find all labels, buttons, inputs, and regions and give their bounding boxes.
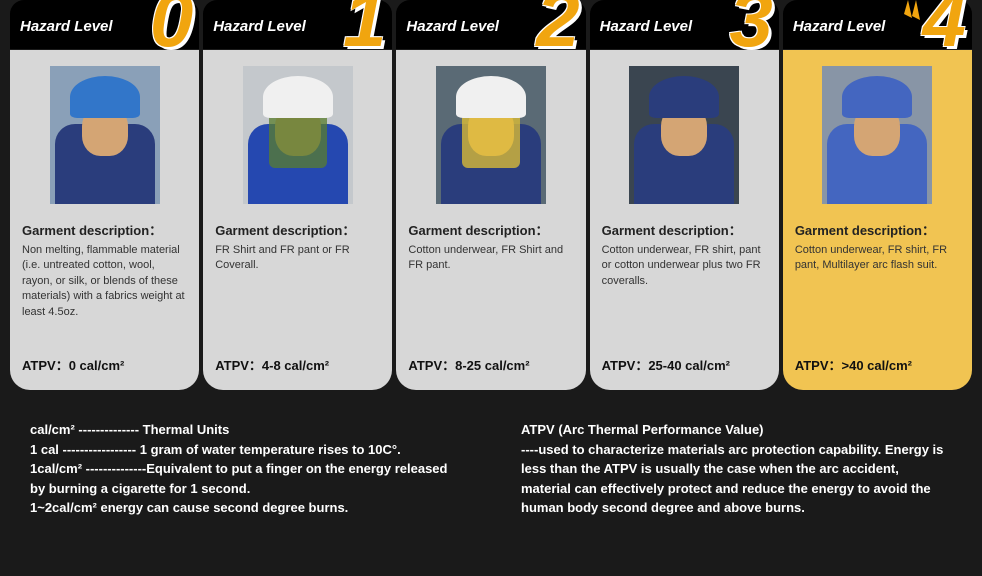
- card: Garment description： Cotton underwear, FR…: [396, 50, 585, 390]
- card-wrapper-level-0: Hazard Level0Garment description：Non mel…: [10, 50, 199, 390]
- atpv-value: ATPV：8-25 cal/cm²: [408, 355, 573, 374]
- footer: cal/cm² -------------- Thermal Units1 ca…: [10, 390, 972, 528]
- infographic-container: Hazard Level0Garment description：Non mel…: [0, 0, 982, 576]
- footer-left-line: cal/cm² -------------- Thermal Units: [30, 420, 461, 440]
- description-text: Cotton underwear, FR shirt, pant or cott…: [602, 243, 767, 343]
- description-title: Garment description：: [408, 220, 573, 239]
- footer-left: cal/cm² -------------- Thermal Units1 ca…: [30, 420, 461, 518]
- worker-image: [629, 66, 739, 204]
- level-number: 1: [343, 0, 386, 58]
- footer-left-line: 1cal/cm² --------------Equivalent to put…: [30, 459, 461, 498]
- card: Garment description： Cotton underwear, FR…: [590, 50, 779, 390]
- description-text: Cotton underwear, FR Shirt and FR pant.: [408, 243, 573, 343]
- card-wrapper-level-3: Hazard Level3Garment description：Cotton …: [590, 50, 779, 390]
- description-title: Garment description：: [215, 220, 380, 239]
- worker-image: [436, 66, 546, 204]
- footer-right-line: ----used to characterize materials arc p…: [521, 440, 952, 518]
- card-wrapper-level-4: Hazard Level4Garment description：Cotton …: [783, 50, 972, 390]
- card: Garment description： FR Shirt and FR pant…: [203, 50, 392, 390]
- worker-image: [822, 66, 932, 204]
- atpv-value: ATPV：25-40 cal/cm²: [602, 355, 767, 374]
- description-title: Garment description：: [795, 220, 960, 239]
- level-number: 0: [150, 0, 193, 58]
- worker-image: [243, 66, 353, 204]
- description-text: Non melting, flammable material (i.e. un…: [22, 243, 187, 343]
- footer-right: ATPV (Arc Thermal Performance Value)----…: [521, 420, 952, 518]
- level-number: 4: [923, 0, 966, 58]
- accent-mark-icon: [902, 0, 922, 30]
- atpv-value: ATPV：0 cal/cm²: [22, 355, 187, 374]
- description-text: Cotton underwear, FR shirt, FR pant, Mul…: [795, 243, 960, 343]
- card-wrapper-level-1: Hazard Level1Garment description：FR Shir…: [203, 50, 392, 390]
- description-title: Garment description：: [602, 220, 767, 239]
- atpv-value: ATPV：>40 cal/cm²: [795, 355, 960, 374]
- cards-row: Hazard Level0Garment description：Non mel…: [10, 50, 972, 390]
- card: Garment description： Non melting, flammab…: [10, 50, 199, 390]
- worker-image: [50, 66, 160, 204]
- footer-right-line: ATPV (Arc Thermal Performance Value): [521, 420, 952, 440]
- level-number: 3: [729, 0, 772, 58]
- level-number: 2: [536, 0, 579, 58]
- card-wrapper-level-2: Hazard Level2Garment description：Cotton …: [396, 50, 585, 390]
- description-text: FR Shirt and FR pant or FR Coverall.: [215, 243, 380, 343]
- card: Garment description： Cotton underwear, FR…: [783, 50, 972, 390]
- footer-left-line: 1 cal ----------------- 1 gram of water …: [30, 440, 461, 460]
- footer-left-line: 1~2cal/cm² energy can cause second degre…: [30, 498, 461, 518]
- description-title: Garment description：: [22, 220, 187, 239]
- atpv-value: ATPV：4-8 cal/cm²: [215, 355, 380, 374]
